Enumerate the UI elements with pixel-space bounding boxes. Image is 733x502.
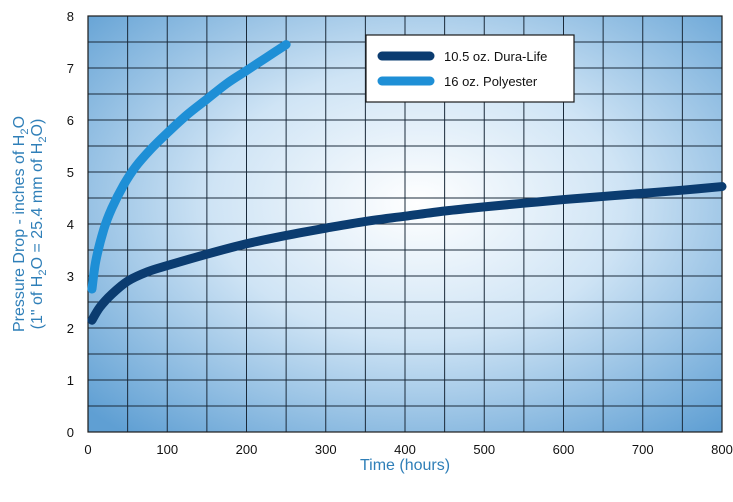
x-tick-label: 300 bbox=[315, 442, 337, 457]
legend-label: 16 oz. Polyester bbox=[444, 74, 538, 89]
x-tick-label: 500 bbox=[473, 442, 495, 457]
series-layer bbox=[87, 40, 727, 325]
y-tick-label: 5 bbox=[67, 165, 74, 180]
x-tick-label: 100 bbox=[156, 442, 178, 457]
x-tick-label: 400 bbox=[394, 442, 416, 457]
x-tick-label: 700 bbox=[632, 442, 654, 457]
y-tick-label: 8 bbox=[67, 9, 74, 24]
y-tick-label: 0 bbox=[67, 425, 74, 440]
y-axis-title-sub: (1" of H2O = 25.4 mm of H2O) bbox=[29, 119, 49, 330]
y-axis-title-main: Pressure Drop - inches of H2O bbox=[11, 116, 31, 332]
y-tick-label: 2 bbox=[67, 321, 74, 336]
legend: 10.5 oz. Dura-Life 16 oz. Polyester bbox=[365, 34, 575, 103]
legend-label: 10.5 oz. Dura-Life bbox=[444, 49, 547, 64]
x-tick-labels: 0 100 200 300 400 500 600 700 800 bbox=[84, 442, 732, 457]
series-line-dura-life bbox=[87, 182, 727, 325]
y-tick-label: 3 bbox=[67, 269, 74, 284]
x-axis-title: Time (hours) bbox=[360, 457, 450, 474]
y-tick-label: 4 bbox=[67, 217, 74, 232]
y-axis-title: Pressure Drop - inches of H2O (1" of H2O… bbox=[11, 116, 49, 332]
series-line-polyester bbox=[87, 40, 291, 294]
y-tick-label: 6 bbox=[67, 113, 74, 128]
plot-border bbox=[87, 15, 723, 433]
x-tick-label: 200 bbox=[236, 442, 258, 457]
legend-box bbox=[365, 34, 575, 103]
x-tick-label: 0 bbox=[84, 442, 91, 457]
x-tick-label: 600 bbox=[553, 442, 575, 457]
y-tick-label: 1 bbox=[67, 373, 74, 388]
y-tick-labels: 0 1 2 3 4 5 6 7 8 bbox=[67, 9, 74, 440]
y-tick-label: 7 bbox=[67, 61, 74, 76]
x-tick-label: 800 bbox=[711, 442, 733, 457]
